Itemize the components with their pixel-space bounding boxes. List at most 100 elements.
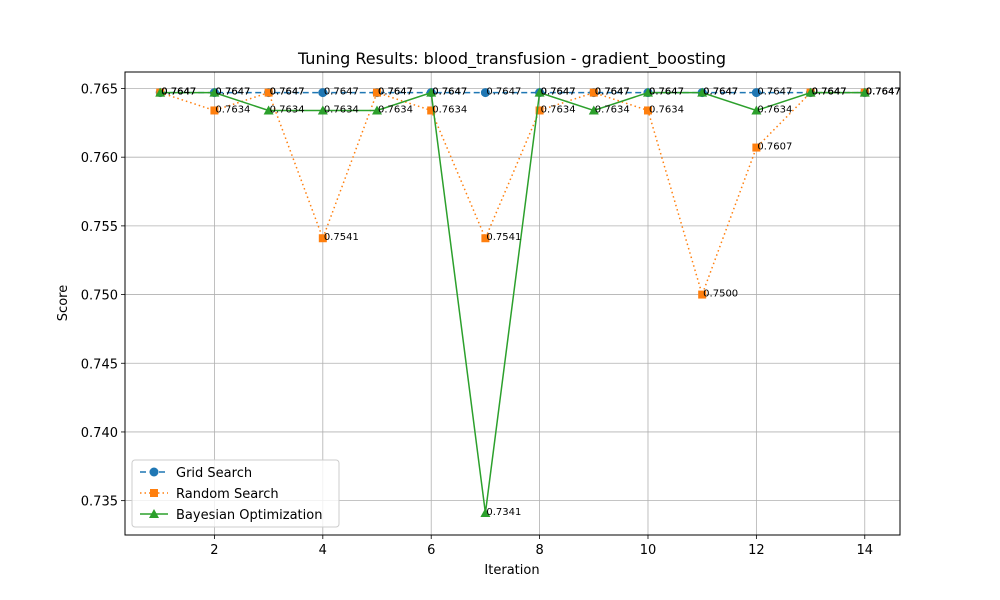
data-label: 0.7647 <box>812 87 847 98</box>
data-label: 0.7647 <box>595 87 630 98</box>
data-label: 0.7634 <box>595 104 630 115</box>
legend-label: Bayesian Optimization <box>176 508 322 523</box>
data-point <box>535 106 544 115</box>
x-tick-label: 10 <box>640 543 657 558</box>
legend-label: Random Search <box>176 487 279 502</box>
y-tick-label: 0.755 <box>81 220 118 235</box>
data-label: 0.7647 <box>703 87 738 98</box>
data-label: 0.7647 <box>541 87 576 98</box>
y-tick-label: 0.765 <box>81 82 118 97</box>
data-label: 0.7647 <box>215 87 250 98</box>
legend-item: Bayesian Optimization <box>140 508 322 523</box>
y-tick-label: 0.735 <box>81 495 118 510</box>
x-tick-label: 2 <box>210 543 218 558</box>
y-tick-label: 0.750 <box>81 289 118 304</box>
data-label: 0.7647 <box>432 87 467 98</box>
data-point <box>427 106 436 115</box>
series-line <box>160 91 865 514</box>
plot-frame <box>124 71 901 536</box>
data-point <box>751 105 762 115</box>
x-tick-label: 6 <box>427 543 435 558</box>
data-label: 0.7647 <box>378 87 413 98</box>
data-label: 0.7647 <box>161 87 196 98</box>
data-label: 0.7647 <box>703 87 738 98</box>
data-label: 0.7647 <box>866 87 901 98</box>
data-point <box>480 88 490 98</box>
legend-box <box>131 459 340 528</box>
data-point <box>859 87 870 97</box>
data-label: 0.7647 <box>866 87 901 98</box>
legend-item: Grid Search <box>140 466 252 481</box>
legend-marker <box>149 509 159 518</box>
data-label: 0.7647 <box>161 87 196 98</box>
data-label: 0.7341 <box>486 507 521 518</box>
tick-layer: 2 4 6 8 10 12 14 0.735 0.740 0.745 0.750 0.755 0.760… <box>81 82 873 558</box>
data-point <box>372 105 383 115</box>
data-point <box>318 88 328 98</box>
data-label: 0.7634 <box>649 104 684 115</box>
x-axis-label: Iteration <box>484 563 539 578</box>
x-tick-label: 4 <box>319 543 327 558</box>
series-layer <box>155 87 870 518</box>
data-label: 0.7541 <box>486 232 521 243</box>
data-label: 0.7647 <box>812 87 847 98</box>
data-label: 0.7634 <box>215 104 250 115</box>
data-point <box>317 105 328 115</box>
legend-marker <box>149 467 159 477</box>
data-label: 0.7647 <box>270 87 305 98</box>
data-label: 0.7647 <box>324 87 359 98</box>
data-point <box>588 105 599 115</box>
data-point <box>643 106 652 115</box>
data-label: 0.7634 <box>324 104 359 115</box>
data-point <box>751 88 761 98</box>
data-label: 0.7500 <box>703 289 738 300</box>
data-point <box>752 143 761 152</box>
data-label: 0.7647 <box>866 87 901 98</box>
data-point <box>481 234 490 243</box>
data-point <box>155 87 166 97</box>
data-point <box>264 88 273 97</box>
chart-title: Tuning Results: blood_transfusion - grad… <box>297 49 726 69</box>
data-label: 0.7541 <box>324 232 359 243</box>
data-label: 0.7647 <box>649 87 684 98</box>
data-point <box>263 105 274 115</box>
data-label: 0.7647 <box>270 87 305 98</box>
data-point <box>318 234 327 243</box>
data-point <box>426 87 437 97</box>
data-label: 0.7634 <box>757 104 792 115</box>
y-axis-label: Score <box>56 285 71 321</box>
data-label: 0.7607 <box>757 142 792 153</box>
data-label: 0.7647 <box>595 87 630 98</box>
legend-label: Grid Search <box>176 466 252 481</box>
x-tick-label: 12 <box>748 543 765 558</box>
data-point <box>209 87 220 97</box>
data-label: 0.7634 <box>541 104 576 115</box>
legend-marker <box>150 489 158 497</box>
data-point <box>373 88 382 97</box>
data-label: 0.7647 <box>215 87 250 98</box>
data-point <box>697 87 708 97</box>
data-point <box>698 290 707 299</box>
data-point <box>210 106 219 115</box>
data-point <box>534 87 545 97</box>
data-label-layer: 0.7647 0.7647 0.7647 0.7647 0.7647 0.7647 0.76… <box>161 87 901 518</box>
data-point <box>805 87 816 97</box>
data-label: 0.7647 <box>649 87 684 98</box>
series-bayesian-optimization <box>155 87 870 518</box>
data-point <box>589 88 598 97</box>
data-point <box>642 87 653 97</box>
data-label: 0.7647 <box>812 87 847 98</box>
legend: Grid Search Random Search Bayesian Optimiz… <box>131 459 340 528</box>
data-label: 0.7647 <box>161 87 196 98</box>
legend-item: Random Search <box>140 487 279 502</box>
data-label: 0.7647 <box>378 87 413 98</box>
data-label: 0.7634 <box>270 104 305 115</box>
data-label: 0.7634 <box>432 104 467 115</box>
x-tick-label: 14 <box>856 543 873 558</box>
data-label: 0.7647 <box>486 87 521 98</box>
y-tick-label: 0.760 <box>81 151 118 166</box>
y-tick-label: 0.745 <box>81 357 118 372</box>
data-label: 0.7634 <box>378 104 413 115</box>
